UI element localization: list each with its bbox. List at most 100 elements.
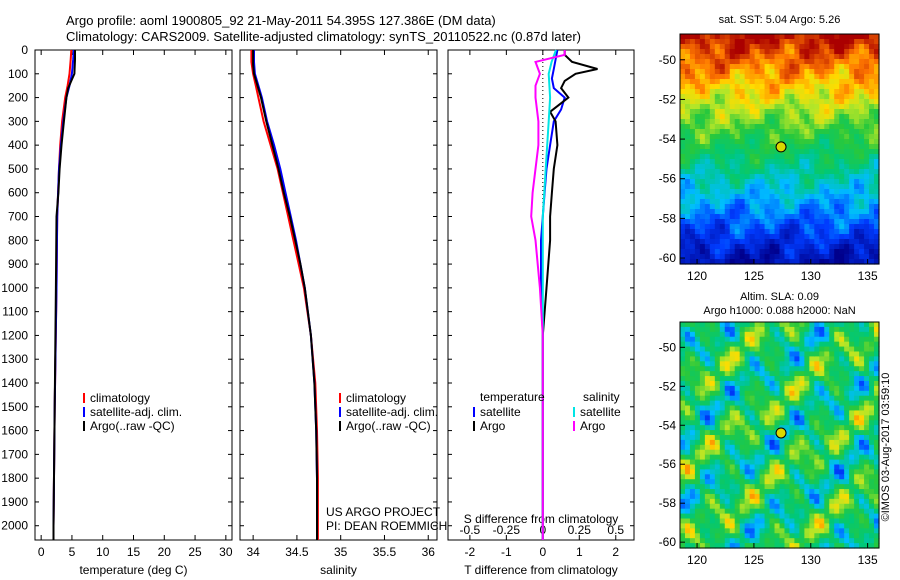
map-cell [724, 439, 731, 446]
map-cell [680, 114, 686, 120]
series-line [541, 50, 598, 540]
map-cell [839, 214, 845, 220]
map-cell [724, 538, 731, 544]
map-cell [729, 376, 736, 382]
map-cell [789, 54, 796, 60]
map-cell [739, 34, 746, 40]
map-cell [714, 174, 721, 180]
map-cell [854, 214, 860, 220]
map-cell [724, 469, 731, 475]
map-cell [799, 518, 805, 525]
map-cell [739, 59, 746, 65]
map-cell [864, 351, 870, 357]
map-cell [694, 184, 701, 190]
map-cell [719, 49, 726, 55]
map-cell [709, 430, 716, 436]
map-cell [729, 229, 736, 235]
map-cell [699, 479, 706, 485]
map-cell [799, 199, 805, 205]
map-cell [704, 204, 711, 210]
map-cell [849, 454, 855, 461]
map-cell [864, 503, 870, 510]
map-cell [789, 219, 796, 225]
map-cell [804, 249, 810, 255]
map-cell [784, 346, 791, 353]
map-cell [834, 204, 840, 210]
map-cell [764, 194, 771, 200]
map-cell [689, 385, 696, 392]
x-tick-label: 1 [576, 545, 583, 559]
map-cell [799, 144, 805, 150]
map-cell [804, 254, 810, 260]
map-cell [714, 493, 721, 500]
map-cell [844, 79, 850, 85]
map-cell [729, 169, 736, 175]
map-cell [829, 361, 835, 367]
map-cell [759, 54, 766, 60]
map-cell [844, 454, 850, 461]
map-cell [809, 234, 815, 240]
map-cell [824, 493, 830, 500]
map-cell [714, 322, 721, 328]
map-cell [849, 474, 855, 480]
map-cell [789, 385, 796, 392]
map-cell [749, 44, 756, 50]
map-cell [724, 109, 731, 115]
map-cell [854, 425, 860, 431]
map-cell [799, 410, 805, 416]
map-cell [684, 346, 691, 353]
map-cell [834, 194, 840, 200]
map-cell [769, 513, 776, 520]
map-cell [854, 154, 860, 160]
map-cell [684, 322, 691, 328]
map-cell [824, 184, 830, 190]
map-cell [849, 99, 855, 105]
map-cell [759, 74, 766, 80]
map-cell [739, 79, 746, 85]
map-cell [764, 395, 771, 402]
map-cell [864, 385, 870, 392]
map-cell [699, 69, 706, 75]
map-cell [854, 430, 860, 436]
map-cell [734, 119, 741, 125]
map-cell [734, 214, 741, 220]
map-cell [739, 430, 746, 436]
map-cell [714, 508, 721, 515]
map-cell [749, 259, 756, 265]
map-cell [694, 435, 701, 441]
map-cell [874, 129, 880, 135]
map-cell [774, 474, 781, 480]
map-cell [754, 124, 761, 130]
map-cell [769, 538, 776, 544]
map-cell [729, 336, 736, 343]
map-cell [704, 405, 711, 412]
map-cell [719, 503, 726, 510]
map-cell [744, 425, 751, 431]
map-cell [799, 508, 805, 515]
map-cell [824, 259, 830, 265]
map-cell [834, 380, 840, 387]
map-cell [779, 444, 786, 451]
map-cell [680, 139, 686, 145]
map-cell [779, 79, 786, 85]
map-cell [694, 69, 701, 75]
map-cell [779, 420, 786, 426]
map-cell [680, 209, 686, 215]
map-cell [754, 109, 761, 115]
map-cell [874, 109, 880, 115]
map-cell [869, 89, 875, 95]
map-cell [809, 376, 815, 382]
map-cell [864, 513, 870, 520]
map-cell [789, 493, 796, 500]
map-cell [874, 484, 880, 490]
map-cell [754, 259, 761, 265]
map-cell [804, 484, 810, 490]
map-cell [769, 454, 776, 461]
map-cell [680, 420, 686, 426]
map-cell [724, 390, 731, 397]
map-cell [724, 249, 731, 255]
map-cell [829, 144, 835, 150]
map-cell [794, 219, 800, 225]
map-cell [694, 523, 701, 529]
map-cell [844, 259, 850, 265]
